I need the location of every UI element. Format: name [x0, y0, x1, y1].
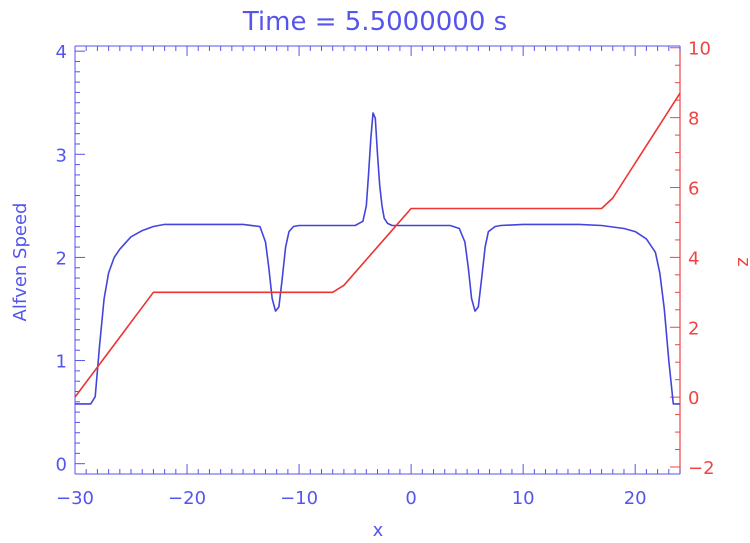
right-y-tick-label: 8 [688, 109, 699, 130]
left-y-axis-label: Alfven Speed [10, 203, 31, 322]
left-y-tick-label: 4 [56, 42, 67, 63]
right-y-tick-label: 6 [688, 179, 699, 200]
right-y-tick-label: 10 [688, 39, 711, 60]
left-y-axis: 0 1 2 3 4 [56, 42, 85, 476]
chart-title: Time = 5.5000000 s [242, 7, 507, 37]
alfven-speed-line [75, 112, 680, 405]
right-y-axis: −2 0 2 4 6 8 10 [670, 39, 715, 479]
z-line [74, 92, 681, 398]
x-tick-label: −20 [168, 488, 206, 509]
x-axis-label: x [373, 520, 384, 541]
plot-frame [74, 45, 681, 475]
right-y-tick-label: 0 [688, 388, 699, 409]
left-y-tick-label: 0 [56, 455, 67, 476]
right-y-tick-label: 4 [688, 248, 699, 269]
x-tick-label: −30 [56, 488, 94, 509]
left-y-tick-label: 2 [56, 248, 67, 269]
series-layer [74, 92, 681, 405]
x-tick-label: 10 [512, 488, 535, 509]
right-y-tick-label: 2 [688, 318, 699, 339]
x-tick-label: 20 [624, 488, 647, 509]
x-tick-label: −10 [280, 488, 318, 509]
right-y-tick-label: −2 [688, 458, 715, 479]
right-y-axis-label: z [733, 257, 750, 266]
x-axis: −30 −20 −10 0 10 20 [56, 46, 681, 509]
left-y-tick-label: 1 [56, 352, 67, 373]
left-y-tick-label: 3 [56, 145, 67, 166]
x-tick-label: 0 [405, 488, 416, 509]
